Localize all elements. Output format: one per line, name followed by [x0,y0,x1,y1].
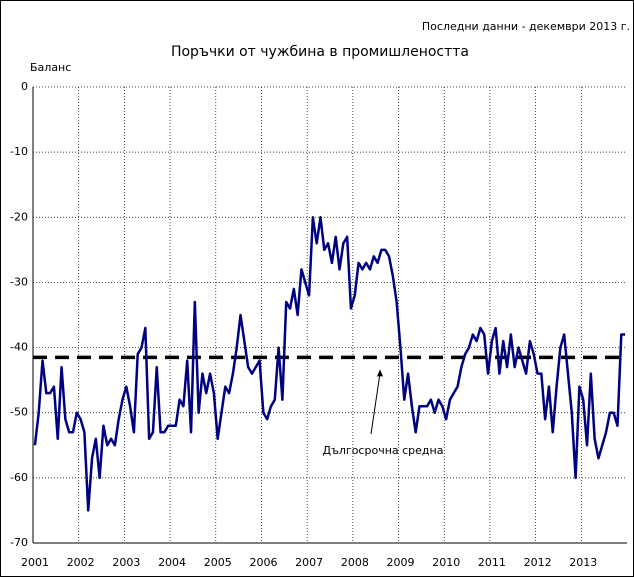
y-tick-label: -50 [10,406,28,419]
y-tick-label: -10 [10,145,28,158]
y-tick-label: -70 [10,536,28,549]
y-tick-label: -20 [10,210,28,223]
x-tick-label: 2008 [341,556,369,569]
annotation-arrowhead [377,369,383,377]
chart-title: Поръчки от чужбина в промишлеността [171,44,469,60]
y-tick-label: -40 [10,341,28,354]
x-tick-label: 2005 [204,556,232,569]
x-tick-label: 2002 [67,556,95,569]
annotation-arrow [370,373,381,435]
note: Последни данни - декември 2013 г. [422,20,630,33]
x-tick-label: 2007 [295,556,323,569]
x-tick-label: 2001 [21,556,49,569]
y-tick-label: -60 [10,471,28,484]
annotation: Дългосрочна средна [323,444,444,457]
x-tick-label: 2012 [524,556,552,569]
x-tick-label: 2004 [158,556,186,569]
y-axis-label: Баланс [30,61,71,74]
x-tick-label: 2013 [569,556,597,569]
x-tick-label: 2006 [249,556,277,569]
y-tick-label: 0 [21,80,28,93]
x-tick-label: 2009 [387,556,415,569]
x-tick-label: 2003 [112,556,140,569]
x-tick-label: 2011 [478,556,506,569]
data-line [33,216,626,512]
y-tick-label: -30 [10,275,28,288]
x-tick-label: 2010 [432,556,460,569]
